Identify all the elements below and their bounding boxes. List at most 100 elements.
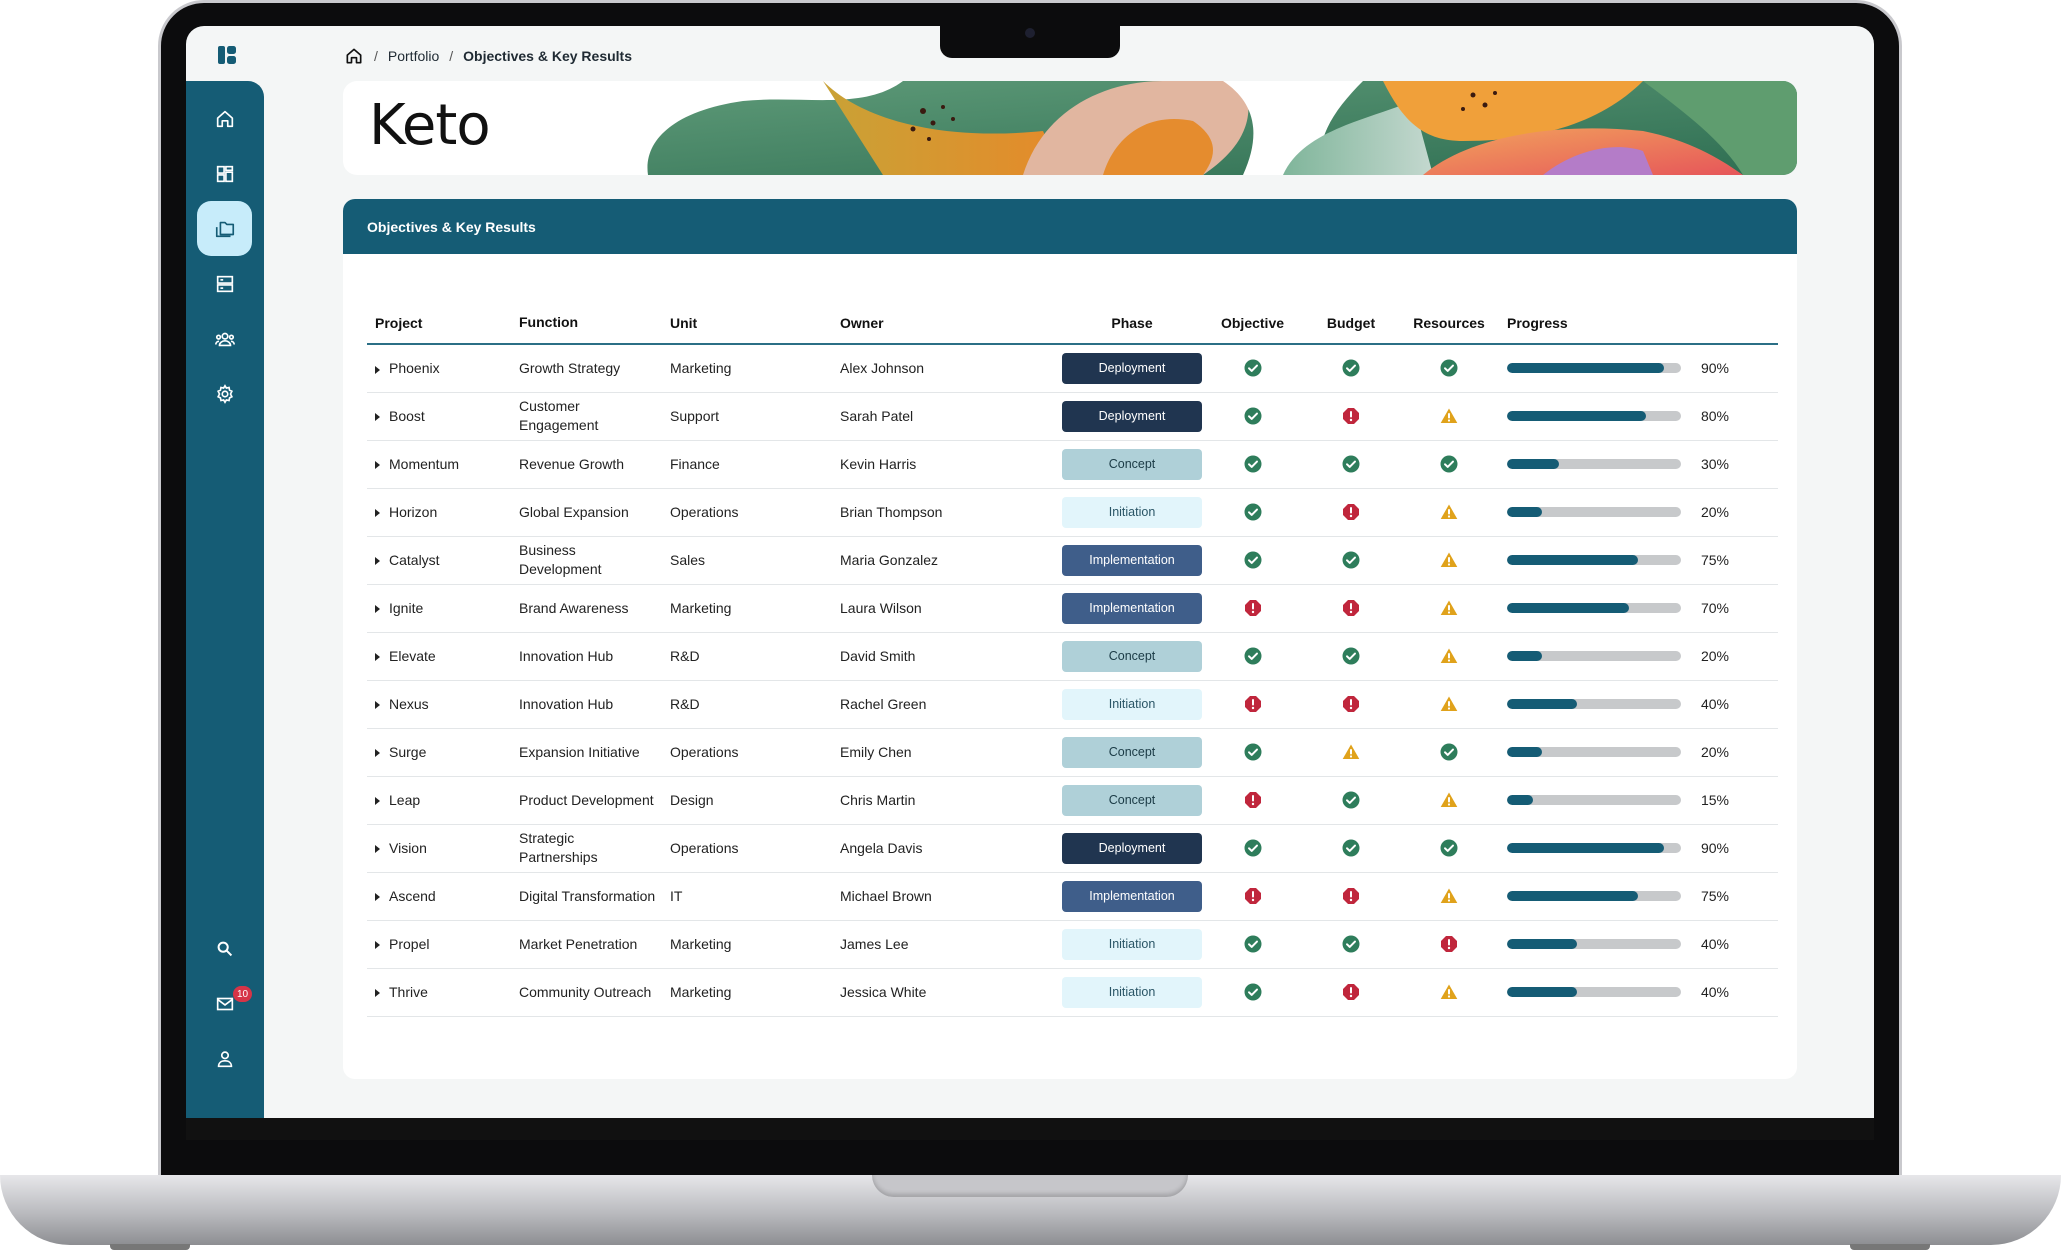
- progress-percent: 40%: [1700, 696, 1729, 712]
- expand-caret-icon[interactable]: [375, 845, 380, 854]
- expand-caret-icon[interactable]: [375, 509, 380, 518]
- sidebar-item-team[interactable]: [197, 311, 252, 366]
- project-cell[interactable]: Surge: [367, 728, 519, 777]
- sidebar-item-portfolio[interactable]: [197, 201, 252, 256]
- progress-cell: 30%: [1498, 440, 1778, 489]
- phase-badge: Implementation: [1062, 880, 1202, 912]
- table-row[interactable]: Phoenix Growth Strategy Marketing Alex John…: [367, 344, 1778, 393]
- progress-bar: [1507, 699, 1681, 709]
- owner-cell: Angela Davis: [840, 824, 1061, 873]
- objective-cell: [1203, 344, 1302, 393]
- table-row[interactable]: Vision Strategic Partnerships Operations An…: [367, 824, 1778, 873]
- sidebar-item-profile[interactable]: [197, 1031, 252, 1086]
- column-header-objective[interactable]: Objective: [1203, 302, 1302, 345]
- expand-caret-icon[interactable]: [375, 557, 380, 566]
- column-header-budget[interactable]: Budget: [1302, 302, 1400, 345]
- table-row[interactable]: Thrive Community Outreach Marketing Jessica…: [367, 968, 1778, 1017]
- progress-bar: [1507, 507, 1681, 517]
- sidebar: 10: [186, 81, 264, 1118]
- function-cell: Product Development: [519, 776, 670, 825]
- column-header-unit[interactable]: Unit: [670, 302, 840, 345]
- objective-cell: [1203, 680, 1302, 729]
- project-cell[interactable]: Leap: [367, 776, 519, 825]
- expand-caret-icon[interactable]: [375, 797, 380, 806]
- expand-caret-icon[interactable]: [375, 365, 380, 374]
- table-row[interactable]: Ascend Digital Transformation IT Michael Br…: [367, 872, 1778, 921]
- resources-cell: [1400, 728, 1498, 777]
- project-cell[interactable]: Phoenix: [367, 344, 519, 393]
- expand-caret-icon[interactable]: [375, 941, 380, 950]
- project-cell[interactable]: Thrive: [367, 968, 519, 1017]
- table-row[interactable]: Elevate Innovation Hub R&D David Smith Conce…: [367, 632, 1778, 681]
- table-row[interactable]: Ignite Brand Awareness Marketing Laura Wils…: [367, 584, 1778, 633]
- resources-cell: [1400, 488, 1498, 537]
- resources-warning-triangle-icon: [1440, 647, 1458, 664]
- table-row[interactable]: Leap Product Development Design Chris Marti…: [367, 776, 1778, 825]
- column-header-progress[interactable]: Progress: [1498, 302, 1778, 345]
- function-cell: Innovation Hub: [519, 680, 670, 729]
- project-cell[interactable]: Ignite: [367, 584, 519, 633]
- sidebar-item-home[interactable]: [197, 91, 252, 146]
- sidebar-item-settings[interactable]: [197, 366, 252, 421]
- project-cell[interactable]: Elevate: [367, 632, 519, 681]
- expand-caret-icon[interactable]: [375, 413, 380, 422]
- table-row[interactable]: Propel Market Penetration Marketing James L…: [367, 920, 1778, 969]
- column-header-function[interactable]: Function: [519, 302, 670, 345]
- expand-caret-icon[interactable]: [375, 461, 380, 470]
- project-cell[interactable]: Nexus: [367, 680, 519, 729]
- laptop-foot: [110, 1244, 190, 1250]
- app-logo-icon[interactable]: [216, 44, 238, 66]
- progress-percent: 20%: [1700, 744, 1729, 760]
- project-cell[interactable]: Propel: [367, 920, 519, 969]
- project-cell[interactable]: Vision: [367, 824, 519, 873]
- expand-caret-icon[interactable]: [375, 605, 380, 614]
- project-cell[interactable]: Ascend: [367, 872, 519, 921]
- expand-caret-icon[interactable]: [375, 701, 380, 710]
- table-row[interactable]: Boost Customer Engagement Support Sarah Pat…: [367, 392, 1778, 441]
- table-row[interactable]: Horizon Global Expansion Operations Brian T…: [367, 488, 1778, 537]
- phase-badge: Concept: [1062, 736, 1202, 768]
- sidebar-item-mail[interactable]: 10: [197, 976, 253, 1031]
- breadcrumb-portfolio-link[interactable]: Portfolio: [387, 48, 440, 64]
- project-cell[interactable]: Boost: [367, 392, 519, 441]
- progress-cell: 75%: [1498, 872, 1778, 921]
- function-cell: Digital Transformation: [519, 872, 670, 921]
- user-icon: [217, 1050, 232, 1067]
- column-header-phase[interactable]: Phase: [1061, 302, 1203, 345]
- progress-cell: 40%: [1498, 680, 1778, 729]
- table-row[interactable]: Momentum Revenue Growth Finance Kevin Harri…: [367, 440, 1778, 489]
- project-name: Boost: [389, 408, 425, 424]
- column-header-project[interactable]: Project: [367, 302, 519, 345]
- home-icon[interactable]: [344, 46, 364, 66]
- phase-cell: Initiation: [1061, 968, 1203, 1017]
- phase-badge: Implementation: [1062, 544, 1202, 576]
- project-cell[interactable]: Horizon: [367, 488, 519, 537]
- progress-fill: [1507, 699, 1577, 709]
- phase-badge: Initiation: [1062, 688, 1202, 720]
- sidebar-item-search[interactable]: [197, 921, 252, 976]
- project-cell[interactable]: Momentum: [367, 440, 519, 489]
- expand-caret-icon[interactable]: [375, 989, 380, 998]
- resources-cell: [1400, 872, 1498, 921]
- phase-cell: Concept: [1061, 728, 1203, 777]
- table-row[interactable]: Nexus Innovation Hub R&D Rachel Green Initia…: [367, 680, 1778, 729]
- resources-warning-triangle-icon: [1440, 695, 1458, 712]
- progress-percent: 70%: [1700, 600, 1729, 616]
- table-row[interactable]: Surge Expansion Initiative Operations Emily…: [367, 728, 1778, 777]
- unit-cell: R&D: [670, 680, 840, 729]
- project-banner: Keto: [343, 81, 1797, 175]
- unit-cell: Finance: [670, 440, 840, 489]
- expand-caret-icon[interactable]: [375, 653, 380, 662]
- project-name: Catalyst: [389, 552, 440, 568]
- column-header-owner[interactable]: Owner: [840, 302, 1061, 345]
- table-row[interactable]: Catalyst Business Development Sales Maria G…: [367, 536, 1778, 585]
- column-header-resources[interactable]: Resources: [1400, 302, 1498, 345]
- sidebar-item-dashboard[interactable]: [197, 146, 252, 201]
- expand-caret-icon[interactable]: [375, 893, 380, 902]
- objective-cell: [1203, 824, 1302, 873]
- sidebar-item-server[interactable]: [197, 256, 252, 311]
- budget-error-octagon-icon: [1342, 887, 1360, 905]
- project-cell[interactable]: Catalyst: [367, 536, 519, 585]
- progress-cell: 15%: [1498, 776, 1778, 825]
- expand-caret-icon[interactable]: [375, 749, 380, 758]
